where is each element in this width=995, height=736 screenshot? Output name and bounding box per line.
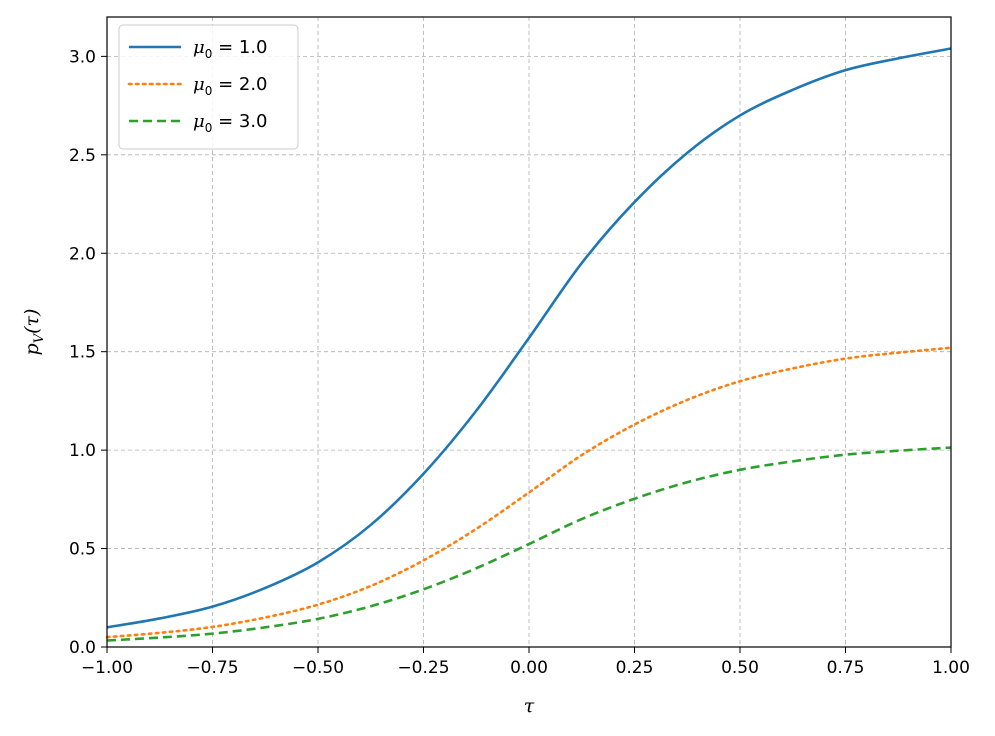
x-tick-label: −0.25 (397, 658, 449, 678)
x-tick-label: 0.00 (510, 658, 548, 678)
legend-symbol: μ (193, 74, 205, 95)
y-tick-label: 2.0 (69, 244, 96, 264)
x-tick-label: 0.50 (721, 658, 759, 678)
x-tick-label: −1.00 (81, 658, 133, 678)
legend-equation: = 3.0 (212, 111, 267, 132)
y-axis-label: pV(τ) (21, 309, 47, 356)
y-tick-label: 2.5 (69, 146, 96, 166)
series-line-3 (106, 446, 952, 642)
x-axis-label: τ (524, 695, 535, 717)
y-axis-label-main: p (21, 343, 43, 355)
y-tick-label: 0.5 (69, 540, 96, 560)
x-tick-label: 0.25 (616, 658, 654, 678)
series-line-1 (106, 47, 952, 629)
x-tick-label: 0.75 (827, 658, 865, 678)
legend-subscript: 0 (205, 47, 213, 61)
legend-equation: = 1.0 (212, 37, 267, 58)
legend: μ0 = 1.0 μ0 = 2.0 μ0 = 3.0 (118, 24, 299, 150)
y-tick-label: 0.0 (69, 638, 96, 658)
legend-subscript: 0 (205, 84, 213, 98)
y-tick-label: 3.0 (69, 47, 96, 67)
x-tick-label: 1.00 (932, 658, 970, 678)
series-line-2 (105, 346, 953, 639)
legend-subscript: 0 (205, 121, 213, 135)
y-axis-ticks: 0.0 0.5 1.0 1.5 2.0 2.5 3.0 (69, 47, 107, 658)
legend-equation: = 2.0 (212, 74, 267, 95)
x-axis-ticks: −1.00 −0.75 −0.50 −0.25 0.00 0.25 0.50 0.75 1.00 (81, 647, 970, 678)
x-tick-label: −0.75 (186, 658, 238, 678)
legend-label-mu0-1: μ0 = 1.0 (193, 37, 268, 61)
series-layer (105, 47, 953, 642)
legend-label-mu0-2: μ0 = 2.0 (193, 74, 268, 98)
y-tick-label: 1.0 (69, 441, 96, 461)
y-axis-label-sub: V (32, 332, 47, 343)
x-tick-label: −0.50 (292, 658, 344, 678)
legend-label-mu0-3: μ0 = 3.0 (193, 111, 268, 135)
y-axis-label-arg: (τ) (21, 309, 43, 334)
legend-symbol: μ (193, 37, 205, 58)
legend-box (118, 24, 299, 150)
legend-symbol: μ (193, 111, 205, 132)
y-tick-label: 1.5 (69, 343, 96, 363)
